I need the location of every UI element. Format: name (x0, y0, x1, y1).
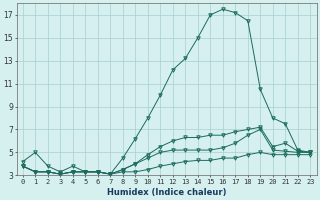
X-axis label: Humidex (Indice chaleur): Humidex (Indice chaleur) (107, 188, 226, 197)
